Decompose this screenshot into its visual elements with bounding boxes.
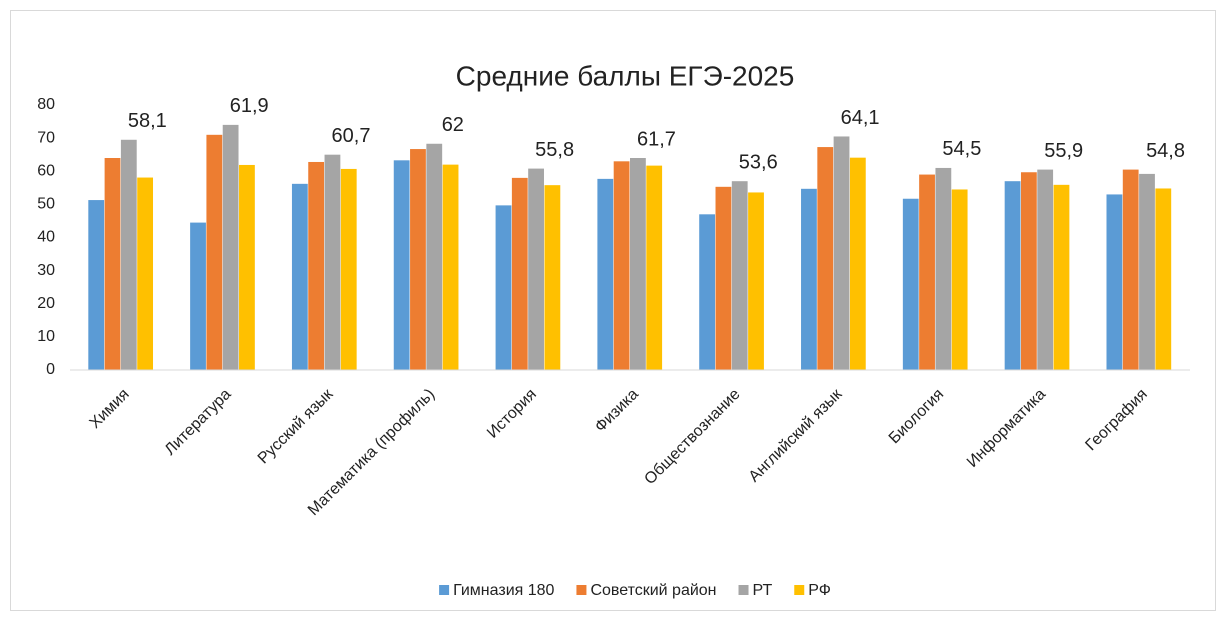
y-tick-label: 70 <box>37 129 55 146</box>
bar <box>426 143 443 370</box>
bar <box>137 177 154 370</box>
y-tick-label: 50 <box>37 196 55 213</box>
legend-swatch <box>738 585 749 595</box>
bar <box>919 174 935 370</box>
bar <box>495 205 512 370</box>
bar <box>1122 169 1139 370</box>
bar <box>613 161 630 370</box>
bar <box>206 134 223 370</box>
y-tick-label: 0 <box>46 361 55 378</box>
bar <box>104 158 121 370</box>
y-tick-label: 20 <box>37 295 55 312</box>
bar <box>442 164 459 370</box>
bar <box>801 188 817 370</box>
bar <box>951 189 968 370</box>
data-label: 53,6 <box>739 151 778 173</box>
bar <box>817 147 834 370</box>
bar <box>239 164 255 370</box>
bar <box>715 186 732 370</box>
bar <box>1053 184 1070 370</box>
legend-swatch <box>794 585 805 595</box>
legend: Гимназия 180 Советский район РТ РФ <box>439 582 831 599</box>
bar <box>291 183 308 370</box>
bar <box>1139 173 1155 370</box>
bar <box>902 198 919 370</box>
data-label: 61,9 <box>230 95 269 117</box>
data-label: 61,7 <box>637 128 676 150</box>
data-label: 58,1 <box>128 110 167 132</box>
bar <box>748 192 764 370</box>
bar <box>630 158 646 370</box>
data-label: 54,8 <box>1146 140 1185 162</box>
bar <box>190 222 206 370</box>
legend-label: Гимназия 180 <box>453 582 554 599</box>
bar <box>511 177 528 370</box>
bar <box>849 157 866 370</box>
bar <box>120 139 137 370</box>
bar <box>88 200 105 370</box>
bar <box>646 165 663 370</box>
bar <box>308 161 325 370</box>
data-label: 60,7 <box>332 125 371 147</box>
bar <box>410 149 426 370</box>
bar <box>935 167 952 370</box>
bar <box>1106 194 1123 370</box>
bar <box>222 124 239 370</box>
y-tick-label: 60 <box>37 162 55 179</box>
y-tick-label: 30 <box>37 262 55 279</box>
bar <box>544 185 561 370</box>
bar <box>1020 172 1037 370</box>
data-label: 55,9 <box>1044 140 1083 162</box>
bar <box>699 214 716 370</box>
bar <box>1004 181 1021 370</box>
y-tick-label: 80 <box>37 96 55 113</box>
bar <box>528 168 544 370</box>
legend-swatch <box>439 585 450 595</box>
legend-label: РТ <box>753 582 773 599</box>
bar <box>324 154 341 370</box>
bar <box>1037 169 1054 370</box>
bar <box>833 136 850 370</box>
data-label: 62 <box>442 114 464 136</box>
data-label: 55,8 <box>535 139 574 161</box>
bar <box>597 178 614 370</box>
y-tick-label: 40 <box>37 229 55 246</box>
legend-label: Советский район <box>590 582 716 599</box>
bar <box>340 168 357 370</box>
chart-title: Средние баллы ЕГЭ-2025 <box>456 60 795 91</box>
legend-label: РФ <box>808 582 831 599</box>
legend-swatch <box>576 585 587 595</box>
data-label: 54,5 <box>942 138 981 160</box>
y-tick-label: 10 <box>37 328 55 345</box>
data-label: 64,1 <box>841 107 880 129</box>
bar <box>393 160 410 370</box>
bar <box>1155 188 1172 370</box>
bar <box>731 181 748 370</box>
